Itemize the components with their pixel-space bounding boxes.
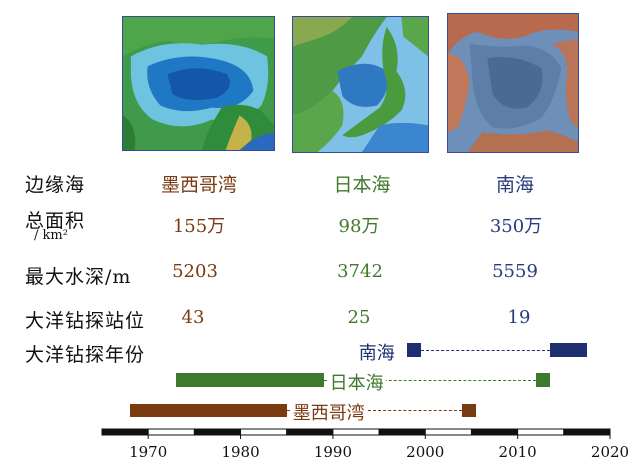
scs-area: 350万 — [489, 216, 543, 237]
japan-sites: 25 — [347, 307, 371, 328]
axis-tick-label: 2020 — [591, 443, 629, 461]
axis-tick-label: 1990 — [314, 443, 352, 461]
axis-tick-label: 1980 — [221, 443, 259, 461]
timeline-bar — [549, 343, 587, 357]
timeline-series-label: 南海 — [356, 339, 397, 365]
japan-name: 日本海 — [333, 174, 391, 196]
axis-tick-label: 2010 — [499, 443, 537, 461]
axis-segment — [517, 428, 565, 436]
timeline-series-label: 日本海 — [327, 369, 386, 395]
japan-depth: 3742 — [337, 261, 383, 282]
axis-segment — [101, 428, 149, 436]
gulf-depth: 5203 — [172, 261, 218, 282]
timeline-bar — [175, 373, 324, 387]
axis-segment — [286, 428, 334, 436]
years-row-label: 大洋钻探年份 — [25, 344, 146, 366]
sea-row-label: 边缘海 — [25, 174, 86, 196]
timeline-bar — [536, 373, 550, 387]
sites-row-label: 大洋钻探站位 — [25, 310, 146, 332]
timeline-bar — [462, 403, 477, 417]
gulf-area: 155万 — [172, 216, 226, 237]
axis-segment — [424, 428, 472, 436]
gulf-of-mexico-map — [122, 16, 275, 151]
sea-of-japan-map — [292, 16, 429, 153]
scs-depth: 5559 — [492, 261, 538, 282]
axis-tick-label: 2000 — [406, 443, 444, 461]
japan-area: 98万 — [338, 216, 380, 237]
axis-segment — [147, 428, 195, 436]
gulf-sites: 43 — [181, 307, 205, 328]
axis-tick-label: 1970 — [129, 443, 167, 461]
south-china-sea-map — [447, 13, 579, 153]
timeline-connector — [420, 350, 550, 351]
timeline-bar — [406, 343, 421, 357]
area-row-label: 总面积 — [25, 210, 86, 232]
axis-segment — [193, 428, 242, 436]
axis-segment — [563, 428, 611, 436]
timeline-series-label: 墨西哥湾 — [290, 399, 367, 425]
timeline-connector — [323, 380, 537, 381]
axis-segment — [332, 428, 380, 436]
scs-sites: 19 — [507, 307, 531, 328]
scs-name: 南海 — [495, 174, 535, 196]
axis-segment — [470, 428, 519, 436]
axis-segment — [378, 428, 426, 436]
timeline-bar — [129, 403, 287, 417]
depth-row-label: 最大水深/m — [25, 266, 132, 288]
gulf-name: 墨西哥湾 — [160, 174, 238, 196]
area-unit-label: / km² — [34, 228, 68, 243]
timeline-connector — [286, 410, 463, 411]
axis-segment — [240, 428, 288, 436]
